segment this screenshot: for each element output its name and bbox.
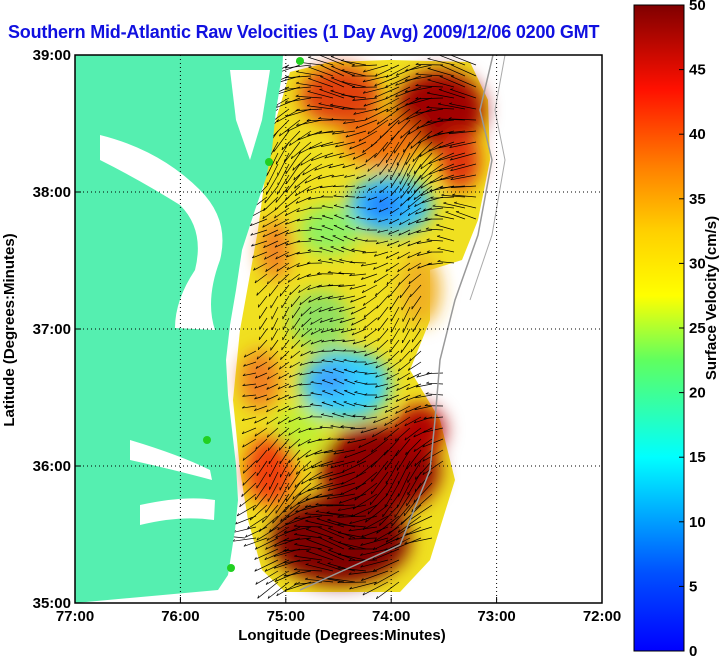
y-axis-label: Latitude (Degrees:Minutes) [1,233,18,426]
vector-arrowhead [280,293,281,296]
colorbar-tick-label: 5 [689,578,697,595]
y-tick-label: 36:00 [33,458,71,475]
field-blob [240,350,280,410]
station-marker [265,158,273,166]
station-marker [203,436,211,444]
field-blob [310,364,350,396]
x-tick-label: 72:00 [583,608,621,625]
x-tick-label: 73:00 [477,608,515,625]
station-marker [296,57,304,65]
vector-arrowhead [322,380,325,381]
vector-arrowhead [333,369,336,370]
y-tick-label: 39:00 [33,47,71,64]
colorbar-tick-label: 0 [689,643,697,659]
colorbar [634,5,684,651]
colorbar-tick-label: 15 [689,449,706,466]
y-tick-label: 37:00 [33,321,71,338]
y-axis: 39:00 38:00 37:00 36:00 35:00 [33,47,81,612]
colorbar-tick-label: 20 [689,385,706,402]
y-tick-label: 38:00 [33,184,71,201]
colorbar-tick-label: 35 [689,191,706,208]
colorbar-tick-label: 50 [689,0,706,14]
colorbar-tick-label: 40 [689,126,706,143]
colorbar-tick-label: 45 [689,62,706,79]
field-blob [245,435,295,505]
field-blob [363,190,403,220]
x-tick-label: 75:00 [267,608,305,625]
colorbar-tick-label: 10 [689,514,706,531]
x-tick-label: 76:00 [161,608,199,625]
field-blob [440,130,480,190]
y-tick-label: 35:00 [33,595,71,612]
x-axis-label: Longitude (Degrees:Minutes) [238,627,446,644]
colorbar-label: Surface Velocity (cm/s) [703,216,720,380]
station-marker [227,564,235,572]
x-tick-label: 74:00 [372,608,410,625]
